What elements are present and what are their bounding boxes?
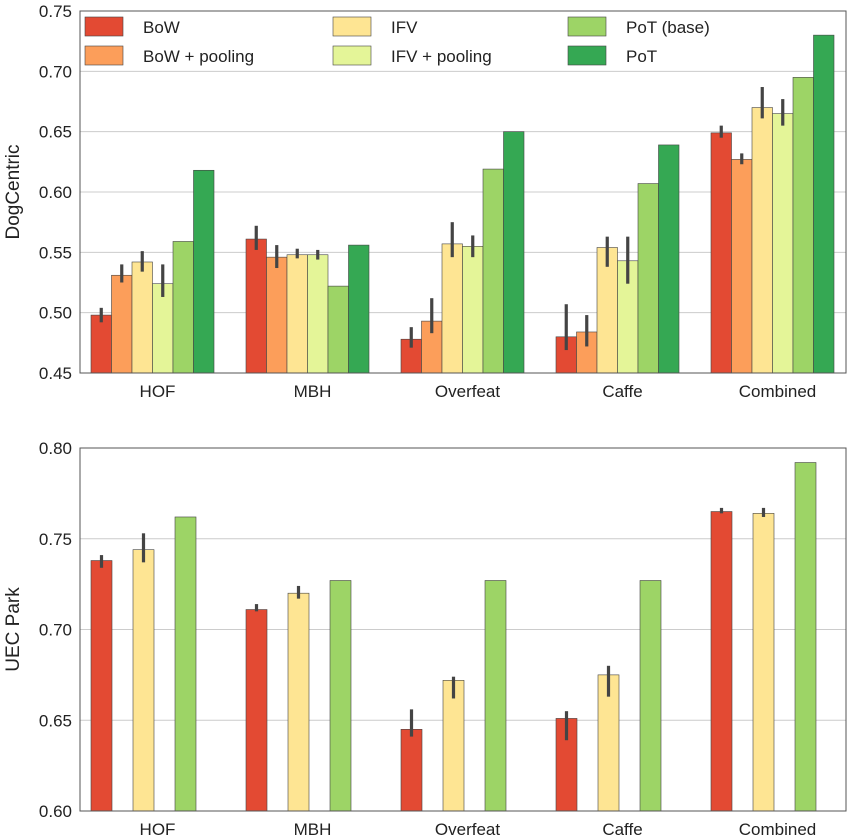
bar-ifv-pooling-overfeat [462,246,484,374]
bar-pot-base-hof [174,516,197,812]
y-tick-label: 0.75 [39,530,72,549]
x-tick-label-overfeat: Overfeat [435,382,500,401]
bar-pot-base-hof [172,241,194,374]
y-axis-label: DogCentric [3,144,24,239]
bar-bow-overfeat [400,729,423,812]
legend-swatch-ifv-pooling [332,45,372,66]
bar-pot-base-overfeat [482,168,504,374]
y-tick-label: 0.70 [39,62,72,81]
x-tick-label-combined: Combined [739,820,817,837]
y-tick-label: 0.75 [39,2,72,21]
bar-bow-combined [710,511,733,812]
bar-bow-mbh [245,609,268,812]
bar-pot-hof [193,169,215,374]
bar-ifv-overfeat [441,243,463,374]
y-tick-label: 0.65 [39,711,72,730]
bar-bow-mbh [245,238,267,374]
y-tick-label: 0.70 [39,621,72,640]
plot-frame [79,447,847,812]
legend-label-pot: PoT [626,47,657,66]
y-tick-label: 0.45 [39,364,72,383]
legend: BoW BoW + pooling IFV IFV + pooling PoT (bas… [84,16,710,66]
x-tick-label-mbh: MBH [294,382,332,401]
legend-swatch-pot-base [567,16,607,37]
bar-pot-base-mbh [327,285,349,374]
bar-pot-combined [813,34,835,374]
x-tick-label-hof: HOF [140,382,176,401]
legend-label-bow-pooling: BoW + pooling [143,47,254,66]
bar-pot-mbh [348,244,370,374]
legend-label-bow: BoW [143,18,180,37]
x-tick-label-mbh: MBH [294,820,332,837]
bar-ifv-combined [752,513,775,812]
dogcentric-panel: 0.45 0.50 0.55 0.60 0.65 0.70 0.75 DogCentric HO… [3,2,847,401]
x-tick-label-caffe: Caffe [602,382,642,401]
y-tick-label: 0.65 [39,123,72,142]
bar-ifv-combined [751,107,773,374]
x-tick-label-overfeat: Overfeat [435,820,500,837]
bar-bow-pooling-hof [111,274,133,374]
legend-swatch-ifv [332,16,372,37]
bar-pot-base-overfeat [484,580,507,812]
bar-bow-hof [90,314,112,374]
plot-frame [79,10,847,374]
bar-ifv-overfeat [442,680,465,812]
bar-ifv-mbh [286,254,308,374]
bar-ifv-hof [131,261,153,374]
bar-bow-pooling-mbh [266,256,288,374]
uec-park-panel: 0.60 0.65 0.70 0.75 0.80 UEC Park HOF MBH Overfe… [3,439,847,837]
y-axis-label: UEC Park [3,587,24,672]
legend-label-ifv-pooling: IFV + pooling [391,47,492,66]
bar-pot-base-combined [792,77,814,374]
legend-swatch-bow-pooling [84,45,124,66]
x-tick-label-caffe: Caffe [602,820,642,837]
bar-ifv-mbh [287,592,310,812]
bar-pot-overfeat [503,131,525,374]
y-tick-label: 0.50 [39,304,72,323]
legend-swatch-bow [84,16,124,37]
y-tick-label: 0.80 [39,439,72,458]
y-tick-label: 0.55 [39,243,72,262]
bar-pot-base-combined [794,462,817,812]
bar-pot-caffe [658,144,680,374]
bar-pot-base-caffe [637,183,659,374]
x-tick-label-combined: Combined [739,382,817,401]
legend-swatch-pot [567,45,607,66]
y-tick-label: 0.60 [39,802,72,821]
bar-ifv-hof [132,549,155,812]
bar-pot-base-mbh [329,580,352,812]
bar-bow-hof [90,560,113,812]
x-tick-label-hof: HOF [140,820,176,837]
bar-pot-base-caffe [639,580,662,812]
bar-ifv-pooling-combined [772,113,794,374]
bar-bow-combined [710,132,732,374]
y-tick-label: 0.60 [39,183,72,202]
bar-ifv-pooling-hof [152,283,174,374]
bar-ifv-pooling-mbh [307,254,329,374]
bar-bow-pooling-combined [731,159,753,374]
legend-label-pot-base: PoT (base) [626,18,710,37]
legend-label-ifv: IFV [391,18,418,37]
